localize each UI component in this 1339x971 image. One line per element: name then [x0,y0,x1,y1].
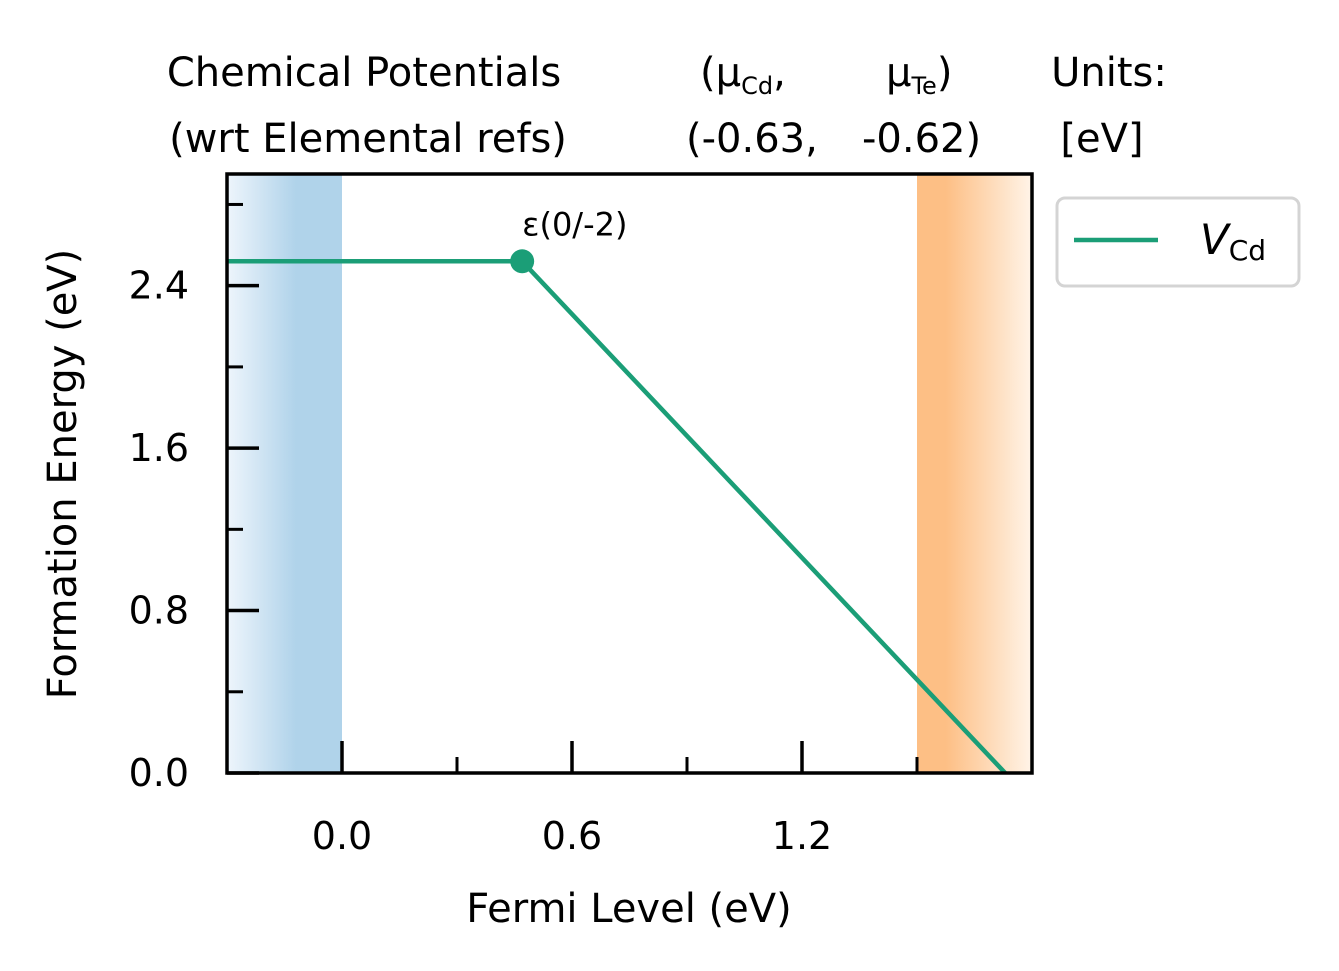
y-tick-label: 1.6 [129,426,189,470]
title-mu-te: μTe) [886,50,952,100]
title-mu-cd: (μCd, [700,50,786,100]
transition-level-point [510,249,535,274]
title-left-line2: (wrt Elemental refs) [169,116,567,162]
x-tick-label: 0.6 [542,814,602,858]
x-axis-label: Fermi Level (eV) [466,886,791,932]
transition-level-label: ε(0/-2) [522,205,627,243]
axis-ticks: 0.0 0.6 1.2 0.0 0.8 1.6 2.4 [129,202,919,858]
series-line-vcd [227,259,1009,773]
legend: VCd [1055,196,1301,288]
plot-frame [225,172,1034,775]
title-units-line1: Units: [1051,50,1167,96]
conduction-band-region [917,174,1032,773]
valence-band-region [227,174,342,773]
title-left-line1: Chemical Potentials [167,50,561,96]
legend-label-vcd: VCd [1200,215,1266,267]
y-axis-label: Formation Energy (eV) [40,249,86,700]
y-tick-label: 2.4 [129,264,189,308]
y-tick-label: 0.8 [129,589,189,633]
title-units-line2: [eV] [1060,116,1143,162]
y-tick-label: 0.0 [129,751,189,795]
x-tick-label: 1.2 [772,814,832,858]
title-mu-te-value: -0.62) [862,116,981,162]
x-tick-label: 0.0 [312,814,372,858]
legend-box [1055,196,1301,288]
title-mu-cd-value: (-0.63, [686,116,818,162]
